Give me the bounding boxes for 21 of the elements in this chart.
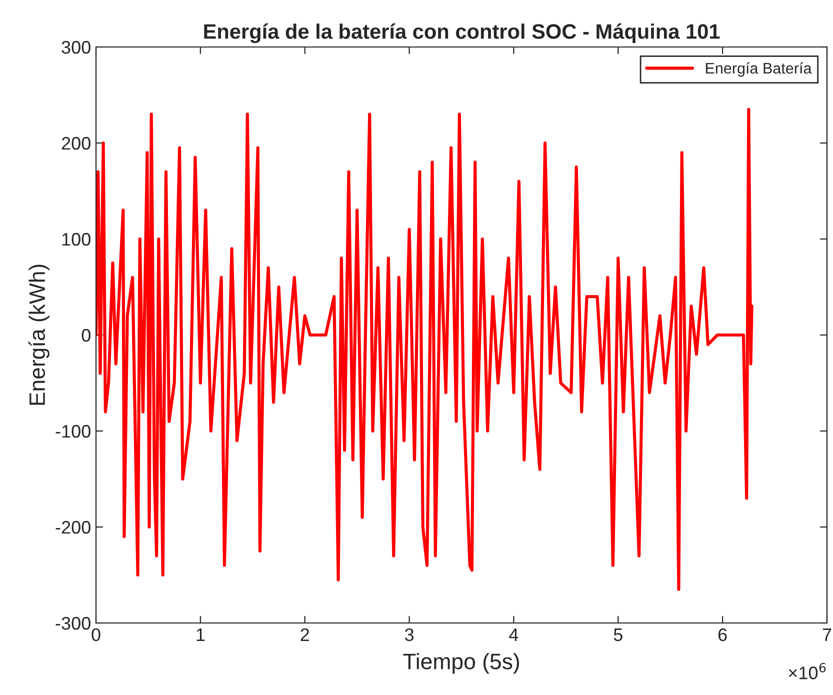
x-tick-label: 0 xyxy=(92,628,100,642)
y-axis-title: Energía (kWh) xyxy=(28,264,50,405)
x-tick-label: 1 xyxy=(196,628,205,641)
y-tick-label: -200 xyxy=(56,520,90,534)
x-tick-label: 5 xyxy=(614,628,622,642)
x-tick-label: 2 xyxy=(300,628,309,641)
x-tick-label: 7 xyxy=(822,628,832,641)
y-tick-label: 200 xyxy=(62,136,90,150)
x-tick-label: 6 xyxy=(718,628,727,642)
x-tick-label: 3 xyxy=(404,628,414,642)
y-tick-label: -300 xyxy=(56,616,90,630)
text: ×10$^{6}$ xyxy=(788,662,826,680)
y-tick-label: -100 xyxy=(56,424,90,438)
chart-title: Energía de la batería con control SOC - Máquina 101 xyxy=(204,23,720,44)
y-tick-label: 100 xyxy=(62,232,90,246)
x-axis-title: Tiempo (5s) xyxy=(403,653,519,674)
y-tick-label: 0 xyxy=(82,328,90,342)
line-series xyxy=(96,108,754,591)
y-tick-label: 300 xyxy=(62,40,90,54)
x-tick-label: 4 xyxy=(509,628,518,641)
legend-label: Energía Batería xyxy=(706,62,812,77)
